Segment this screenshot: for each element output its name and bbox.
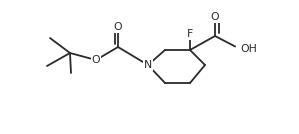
Text: O: O [114, 22, 122, 32]
Text: F: F [187, 29, 193, 39]
Text: O: O [92, 55, 100, 65]
Text: O: O [211, 12, 219, 22]
Text: OH: OH [240, 44, 257, 54]
Text: N: N [144, 60, 152, 70]
